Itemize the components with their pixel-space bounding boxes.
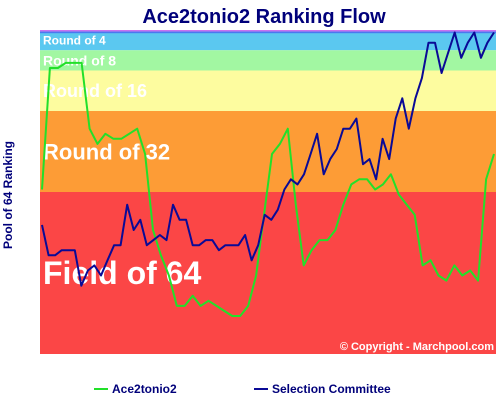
band-label-round-of-4: Round of 4 — [43, 33, 106, 47]
band-round-of-8 — [40, 50, 496, 71]
chart-title: Ace2tonio2 Ranking Flow — [142, 6, 386, 28]
legend-label: Selection Committee — [272, 382, 391, 396]
y-axis-label: Pool of 64 Ranking — [1, 141, 15, 249]
band-round-of-16 — [40, 70, 496, 111]
plot-area: Round of 4 Round of 8 Round of 16 Round of … — [40, 30, 496, 354]
copyright-notice: © Copyright - Marchpool.com — [340, 341, 494, 353]
legend-item-ace2tonio2: Ace2tonio2 — [94, 382, 177, 396]
series-line-selection-committee — [41, 31, 495, 287]
band-label-round-of-16: Round of 16 — [43, 81, 147, 101]
legend: Ace2tonio2 Selection Committee — [94, 382, 391, 396]
band-label-round-of-32: Round of 32 — [43, 139, 170, 164]
band-round-of-4 — [40, 30, 496, 51]
series-line-ace2tonio2 — [41, 61, 495, 317]
legend-item-selection-committee: Selection Committee — [254, 382, 391, 396]
legend-label: Ace2tonio2 — [112, 382, 177, 396]
band-label-field-of-64: Field of 64 — [43, 255, 201, 291]
band-field-of-64 — [40, 192, 496, 354]
band-accent-strip — [40, 30, 496, 32]
band-label-round-of-8: Round of 8 — [43, 52, 116, 68]
band-accent-strip — [40, 31, 496, 34]
